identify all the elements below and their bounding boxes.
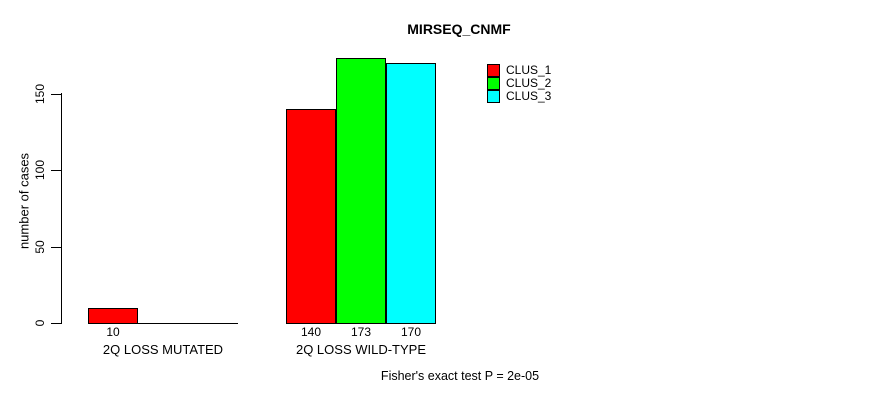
bar-value-label: 170: [400, 325, 422, 339]
legend-label-clus-1: CLUS_1: [506, 63, 552, 77]
y-axis-title: number of cases: [16, 152, 32, 250]
y-axis-line: [61, 93, 62, 324]
y-axis-tick-label: 100: [33, 159, 47, 181]
legend-item-clus-1: CLUS_1: [487, 64, 551, 77]
legend-swatch-clus-1: [487, 64, 500, 77]
legend-item-clus-3: CLUS_3: [487, 90, 551, 103]
legend-label-clus-2: CLUS_2: [506, 76, 552, 90]
x-category-label-mutated: 2Q LOSS MUTATED: [102, 342, 224, 357]
x-category-label-wild-type: 2Q LOSS WILD-TYPE: [295, 342, 427, 357]
y-axis-tick-mark: [51, 247, 61, 248]
bar-clus_1-group-2: [286, 109, 336, 324]
bar-clus_3-group-2: [386, 63, 436, 324]
bar-clus_1-group-1: [88, 308, 138, 324]
y-axis-tick-label: 50: [33, 240, 47, 254]
legend-label-clus-3: CLUS_3: [506, 89, 552, 103]
bar-value-label: 173: [350, 325, 372, 339]
y-axis-tick-label: 150: [33, 83, 47, 105]
zero-baseline-group-1: [88, 323, 238, 324]
bar-value-label: 10: [106, 325, 120, 339]
y-axis-tick-mark: [51, 170, 61, 171]
legend-item-clus-2: CLUS_2: [487, 77, 551, 90]
bar-value-label: 140: [300, 325, 322, 339]
legend-swatch-clus-2: [487, 77, 500, 90]
fisher-test-annotation: Fisher's exact test P = 2e-05: [380, 369, 540, 383]
chart-title: MIRSEQ_CNMF: [407, 21, 511, 37]
bar-clus_2-group-2: [336, 58, 386, 324]
y-axis-tick-mark: [51, 94, 61, 95]
legend-swatch-clus-3: [487, 90, 500, 103]
y-axis-tick-label: 0: [33, 319, 47, 327]
legend: CLUS_1 CLUS_2 CLUS_3: [487, 64, 551, 103]
y-axis-tick-mark: [51, 323, 61, 324]
